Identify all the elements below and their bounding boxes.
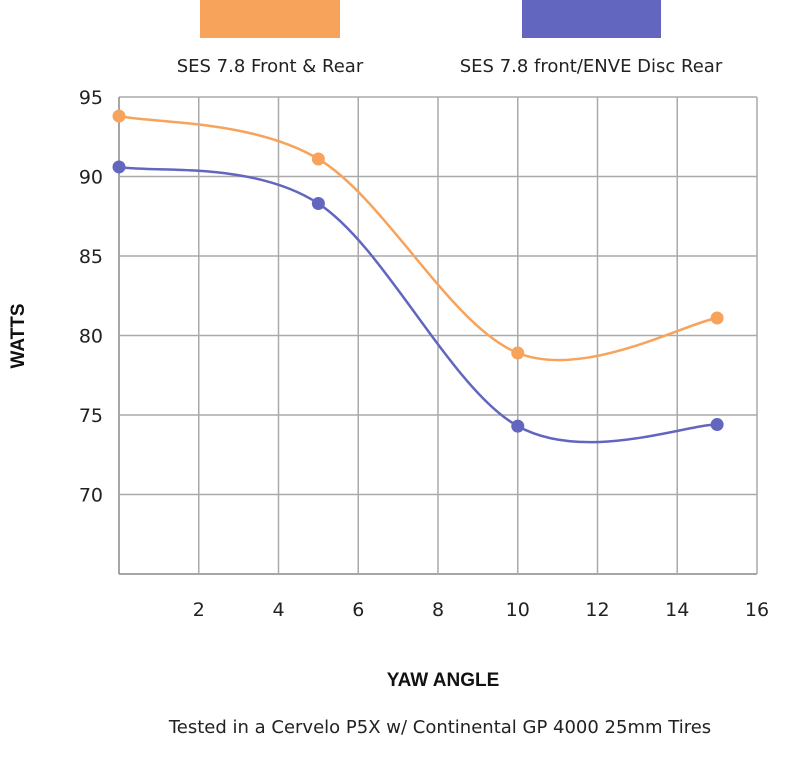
- x-tick-label: 6: [352, 599, 364, 621]
- y-tick-label: 75: [79, 405, 103, 427]
- data-point-series-2: [311, 197, 325, 211]
- x-tick-label: 2: [193, 599, 205, 621]
- footnote: Tested in a Cervelo P5X w/ Continental G…: [168, 717, 711, 738]
- series-line-2: [118, 165, 718, 444]
- y-tick-label: 85: [79, 246, 103, 268]
- x-tick-label: 12: [585, 599, 609, 621]
- series: [112, 109, 724, 444]
- x-tick-label: 14: [665, 599, 689, 621]
- grid: [118, 96, 758, 575]
- x-tick-label: 10: [506, 599, 530, 621]
- x-tick-label: 4: [272, 599, 284, 621]
- series-line-1: [118, 114, 718, 362]
- data-point-series-1: [311, 152, 325, 166]
- data-point-series-2: [511, 419, 525, 433]
- data-point-series-2: [710, 418, 724, 432]
- y-tick-label: 90: [79, 167, 103, 189]
- x-tick-labels: 2 4 6 8 10 12 14 16: [193, 599, 769, 621]
- data-point-series-1: [511, 346, 525, 360]
- y-tick-label: 80: [79, 326, 103, 348]
- y-axis-title: WATTS: [8, 303, 29, 368]
- x-tick-label: 16: [745, 599, 769, 621]
- y-tick-labels: 70 75 80 85 90 95: [79, 87, 103, 507]
- y-tick-label: 95: [79, 87, 103, 109]
- y-tick-label: 70: [79, 485, 103, 507]
- data-point-series-1: [112, 109, 126, 123]
- data-point-series-1: [710, 311, 724, 325]
- legend-swatch-series-1: [200, 0, 340, 38]
- x-axis-title: YAW ANGLE: [387, 670, 500, 691]
- x-tick-label: 8: [432, 599, 444, 621]
- legend-label-series-1: SES 7.8 Front & Rear: [177, 56, 364, 77]
- legend-label-series-2: SES 7.8 front/ENVE Disc Rear: [460, 56, 723, 77]
- legend: SES 7.8 Front & Rear SES 7.8 front/ENVE …: [177, 0, 723, 77]
- data-point-series-2: [112, 160, 126, 174]
- legend-swatch-series-2: [522, 0, 661, 38]
